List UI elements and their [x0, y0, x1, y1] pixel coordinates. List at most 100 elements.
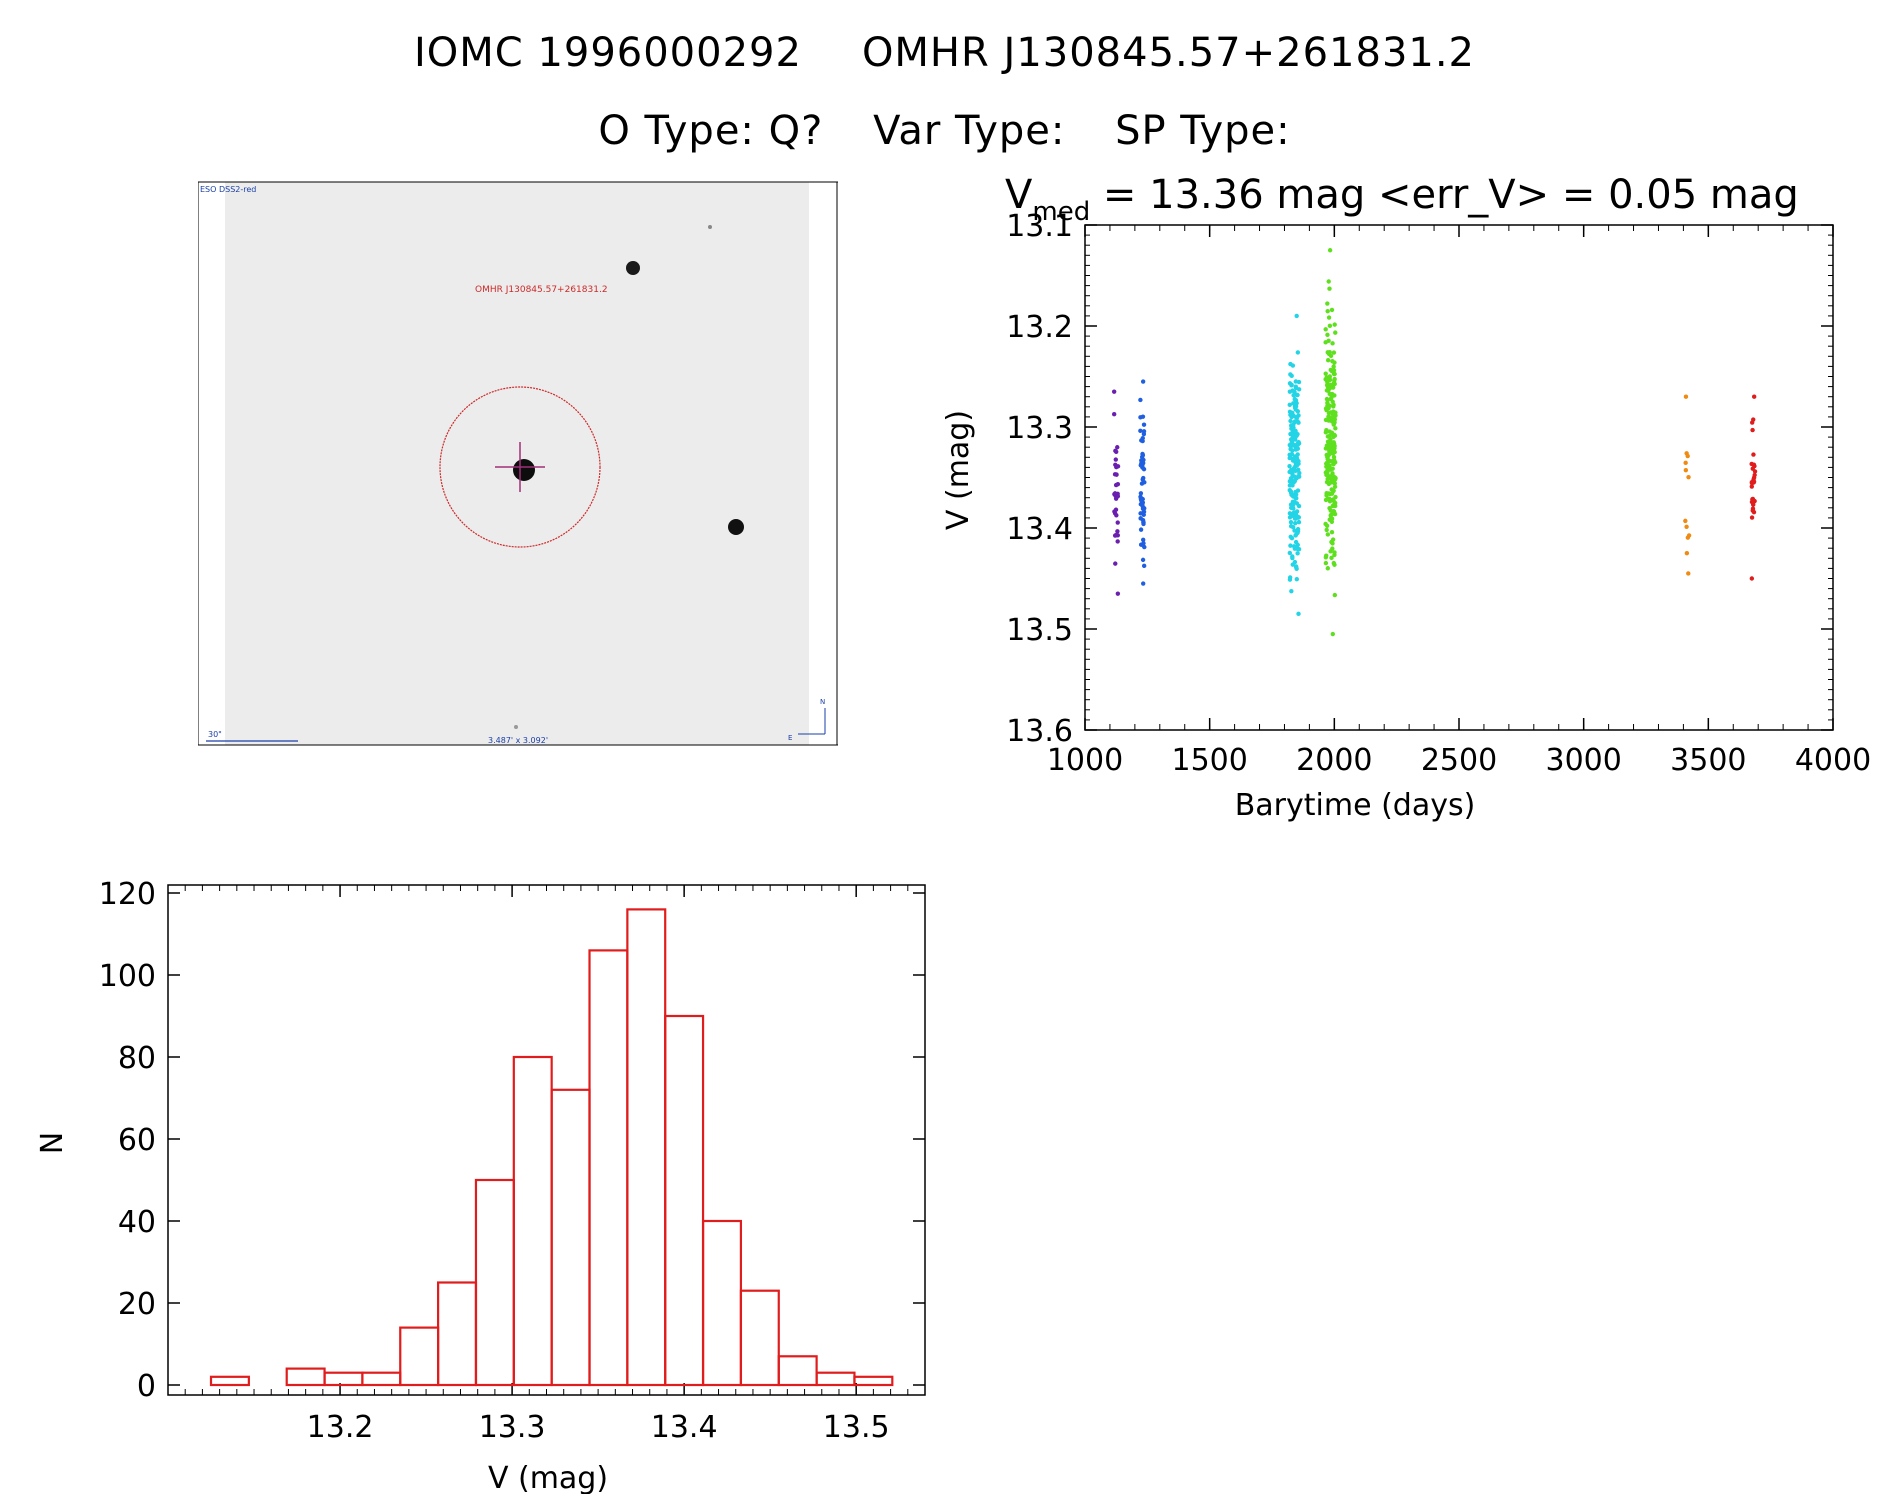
lc-data-point [1329, 555, 1334, 561]
lc-data-point [1288, 534, 1293, 539]
lc-data-point [1326, 279, 1331, 284]
lc-data-point [1330, 546, 1335, 551]
lc-data-point [1138, 516, 1143, 521]
lc-data-point [1140, 506, 1146, 511]
lc-data-point [1115, 494, 1121, 499]
lc-xlabel: Barytime (days) [1235, 788, 1476, 823]
lc-data-point [1325, 332, 1330, 338]
lc-data-point [1141, 422, 1147, 427]
hist-bar [323, 1371, 364, 1387]
lc-data-point [1287, 402, 1292, 408]
lc-data-point [1332, 592, 1338, 598]
lc-data-point [1114, 449, 1119, 454]
lc-xtick-label: 2000 [1296, 743, 1372, 778]
lc-data-point [1325, 496, 1330, 502]
lc-data-point [1292, 478, 1298, 484]
lc-data-point [1296, 611, 1301, 617]
lc-data-point [1296, 459, 1301, 464]
lc-data-point [1330, 537, 1336, 542]
hist-xtick-label: 13.5 [823, 1410, 890, 1445]
lc-data-point [1330, 509, 1335, 515]
lc-data-point [1327, 386, 1332, 391]
hist-bar [701, 1219, 743, 1387]
lc-data-point [1325, 566, 1331, 571]
lc-xtick-label: 3000 [1545, 743, 1621, 778]
lc-data-point [1293, 533, 1298, 538]
lc-data-point [1751, 394, 1757, 399]
lc-data-point [1289, 426, 1294, 431]
lc-data-point [1138, 415, 1143, 420]
lc-data-point [1294, 576, 1300, 582]
star [514, 725, 518, 729]
iomc-id: IOMC 1996000292 [414, 30, 802, 76]
lc-data-point [1141, 460, 1146, 466]
lc-data-point [1140, 379, 1146, 384]
lc-data-point [1294, 313, 1299, 319]
hist-bar [588, 949, 629, 1387]
lc-data-point [1328, 517, 1334, 522]
lc-data-point [1141, 466, 1147, 472]
lc-data-point [1141, 541, 1146, 546]
lc-data-point [1332, 484, 1338, 489]
lc-data-point [1290, 562, 1295, 567]
lc-data-point [1287, 452, 1292, 457]
lc-data-point [1293, 564, 1299, 569]
lc-data-point [1328, 480, 1333, 486]
lc-data-point [1323, 446, 1329, 451]
lc-data-point [1289, 505, 1294, 511]
lc-data-point [1684, 550, 1690, 556]
survey-label: ESO DSS2-red [200, 185, 256, 194]
hist-bar [739, 1289, 780, 1387]
lc-data-point [1327, 248, 1333, 253]
lc-xtick-label: 1500 [1171, 743, 1247, 778]
lc-data-point [1289, 373, 1294, 379]
lc-data-point [1331, 404, 1336, 409]
hist-xtick-label: 13.2 [307, 1410, 374, 1445]
lc-ylabel: V (mag) [941, 410, 976, 530]
lc-data-point [1292, 510, 1298, 515]
lc-data-point [1141, 431, 1147, 437]
lc-data-point [1140, 502, 1145, 507]
lc-data-point [1293, 428, 1298, 434]
target-star [513, 459, 535, 481]
lc-data-point [1333, 330, 1338, 335]
lc-data-point [1329, 395, 1334, 400]
sp-type: SP Type: [1115, 108, 1291, 154]
lc-data-point [1138, 428, 1143, 434]
title-line-1: IOMC 1996000292 OMHR J130845.57+261831.2 [0, 30, 1889, 76]
o-type: O Type: Q? [598, 108, 824, 154]
lc-data-point [1140, 477, 1145, 482]
lc-data-point [1686, 533, 1692, 538]
lc-data-point [1750, 508, 1755, 513]
lc-data-point [1290, 410, 1295, 416]
lc-data-point [1141, 563, 1147, 569]
hist-xtick-label: 13.3 [479, 1410, 546, 1445]
lc-data-point [1292, 389, 1297, 394]
star [708, 225, 712, 229]
lc-data-point [1111, 389, 1117, 394]
hist-bar [361, 1371, 402, 1387]
lc-data-point [1288, 543, 1293, 548]
lc-data-point [1115, 445, 1120, 450]
lc-xtick-label: 2500 [1421, 743, 1497, 778]
lc-data-point [1752, 463, 1757, 469]
lc-data-point [1325, 532, 1331, 537]
lc-data-point [1327, 505, 1332, 511]
lc-data-point [1325, 358, 1331, 363]
lc-data-point [1115, 520, 1120, 525]
lc-data-point [1288, 361, 1293, 367]
lc-data-point [1330, 541, 1335, 546]
lc-data-point [1329, 419, 1335, 424]
lc-data-point [1332, 443, 1337, 449]
lc-data-point [1326, 418, 1331, 423]
lc-data-point [1113, 457, 1118, 462]
lc-data-point [1288, 431, 1293, 437]
var-type: Var Type: [873, 108, 1066, 154]
lc-data-point [1140, 453, 1146, 458]
lc-data-point [1294, 401, 1299, 406]
lc-plot-frame [1084, 224, 1834, 731]
lc-data-point [1115, 591, 1121, 596]
scale-label: 30" [208, 730, 222, 739]
lc-data-point [1115, 529, 1120, 534]
lc-data-point [1324, 527, 1329, 533]
